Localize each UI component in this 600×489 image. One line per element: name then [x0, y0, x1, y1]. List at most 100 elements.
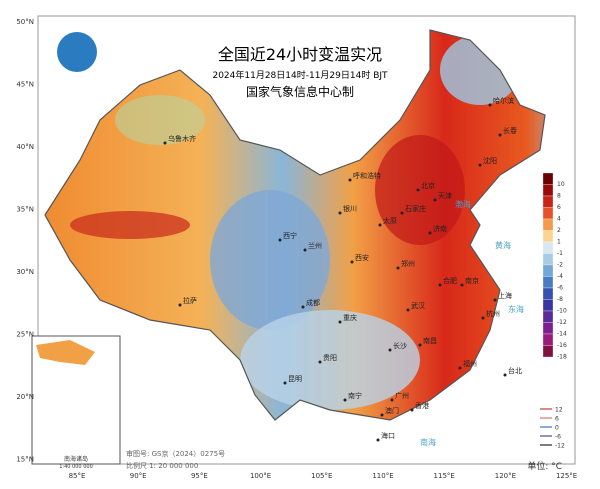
city-dot: [416, 188, 420, 192]
legend-label: -10: [557, 308, 567, 315]
city-label: 郑州: [401, 260, 415, 268]
title: 全国近24小时变温实况: [218, 45, 382, 64]
city-label: 天津: [438, 192, 452, 200]
city-dot: [488, 103, 492, 107]
issuer: 国家气象信息中心制: [246, 84, 354, 99]
city-dot: [303, 248, 307, 252]
legend-label: 1: [557, 239, 561, 246]
city-label: 澳门: [385, 406, 399, 415]
city-dot: [343, 398, 347, 402]
legend-label: -4: [557, 273, 563, 280]
legend-swatch: [542, 230, 554, 243]
city-label: 兰州: [308, 241, 322, 250]
line-legend-label: 0: [555, 425, 559, 432]
lat-label: 25°N: [16, 331, 34, 339]
city-label: 沈阳: [483, 156, 497, 165]
city-dot: [388, 348, 392, 352]
legend-label: 2: [557, 227, 561, 234]
city-label: 昆明: [288, 375, 302, 383]
lon-label: 125°E: [556, 472, 577, 480]
city-dot: [428, 231, 432, 235]
city-label: 银川: [343, 204, 357, 213]
city-label: 长春: [503, 126, 517, 135]
city-label: 呼和浩特: [353, 171, 381, 180]
logo: [57, 32, 97, 72]
legend-swatch: [542, 287, 554, 300]
line-legend-label: -6: [555, 434, 561, 441]
sea-label: 南海: [420, 437, 436, 447]
inset-scale: 1:40 000 000: [59, 464, 93, 470]
legend-swatch: [542, 241, 554, 254]
lon-label: 105°E: [311, 472, 332, 480]
legend-label: -1: [557, 250, 563, 257]
city-label: 石家庄: [405, 204, 426, 213]
legend-swatch: [542, 322, 554, 335]
lon-label: 90°E: [130, 472, 147, 480]
city-label: 北京: [421, 181, 435, 190]
legend-label: -18: [557, 354, 567, 361]
city-dot: [283, 381, 287, 385]
city-dot: [406, 308, 410, 312]
city-dot: [498, 133, 502, 137]
city-dot: [178, 303, 182, 307]
legend-swatch: [542, 218, 554, 231]
city-label: 太原: [383, 216, 397, 225]
city-dot: [396, 266, 400, 270]
city-label: 西宁: [283, 231, 297, 240]
lat-label: 15°N: [16, 456, 34, 464]
lat-label: 35°N: [16, 206, 34, 214]
city-dot: [378, 223, 382, 227]
city-label: 乌鲁木齐: [168, 134, 196, 143]
city-label: 哈尔滨: [493, 96, 514, 105]
city-label: 南昌: [423, 336, 437, 345]
legend-label: 6: [557, 204, 561, 211]
legend-label: 8: [557, 193, 561, 200]
city-label: 重庆: [343, 313, 357, 322]
city-dot: [458, 366, 462, 370]
lat-label: 30°N: [16, 268, 34, 276]
city-label: 香港: [415, 401, 429, 410]
city-label: 福州: [463, 359, 477, 368]
legend-swatch: [542, 333, 554, 346]
line-legend-label: -12: [555, 443, 565, 450]
approval: 审图号: GS京（2024）0275号: [126, 449, 225, 458]
sea-label: 东海: [508, 304, 524, 314]
legend-label: -2: [557, 262, 563, 269]
legend-label: 4: [557, 216, 561, 223]
city-dot: [418, 343, 422, 347]
legend-label: -12: [557, 319, 567, 326]
legend-swatch: [542, 276, 554, 289]
city-label: 杭州: [486, 309, 500, 318]
legend-label: -14: [557, 331, 567, 338]
city-dot: [433, 198, 437, 202]
city-dot: [350, 260, 354, 264]
legend-label: -8: [557, 296, 563, 303]
city-dot: [338, 211, 342, 215]
city-dot: [338, 320, 342, 324]
inset-land: [36, 340, 95, 365]
city-dot: [376, 438, 380, 442]
sea-label: 渤海: [455, 199, 471, 209]
city-dot: [390, 398, 394, 402]
city-dot: [278, 238, 282, 242]
lat-label: 40°N: [16, 143, 34, 151]
scale: 比例尺 1: 20 000 000: [126, 461, 198, 470]
city-dot: [163, 141, 167, 145]
subtitle: 2024年11月28日14时-11月29日14时 BJT: [212, 69, 388, 81]
legend-swatch: [542, 253, 554, 266]
city-label: 武汉: [411, 301, 425, 310]
city-label: 长沙: [393, 341, 407, 350]
city-dot: [438, 283, 442, 287]
city-dot: [481, 316, 485, 320]
city-label: 广州: [395, 391, 409, 400]
city-dot: [460, 283, 464, 287]
legend-swatch: [542, 195, 554, 208]
city-dot: [380, 413, 384, 417]
legend-label: -16: [557, 342, 567, 349]
legend-swatch: [542, 345, 554, 358]
city-label: 西安: [355, 253, 369, 262]
city-label: 台北: [508, 366, 522, 375]
legend-label: 10: [557, 181, 565, 188]
city-dot: [503, 373, 507, 377]
line-legend-label: 6: [555, 416, 559, 423]
